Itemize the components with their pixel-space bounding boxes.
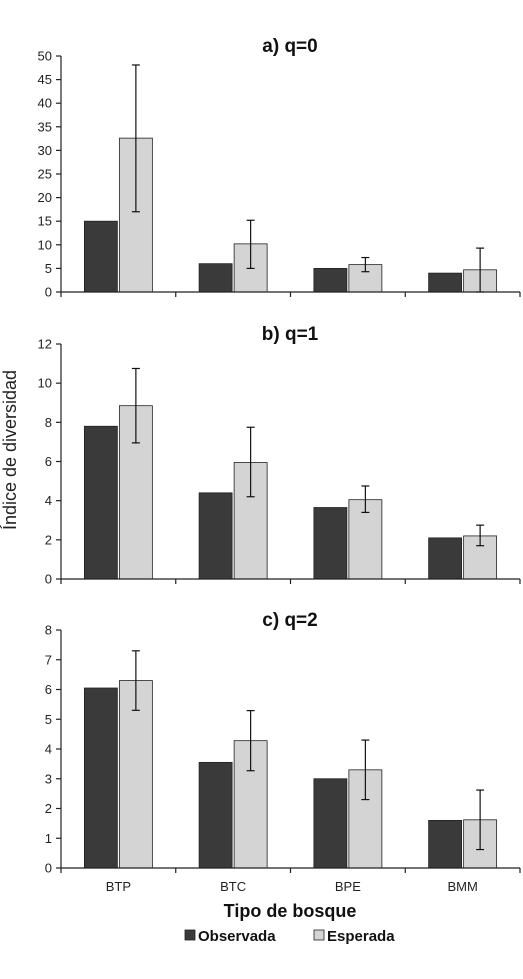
y-tick-label: 5 [45, 261, 52, 276]
y-tick-label: 12 [38, 337, 52, 352]
legend-label-observada: Observada [198, 928, 276, 945]
y-tick-label: 20 [38, 190, 52, 205]
bar-observada-btp [83, 687, 118, 869]
y-tick-label: 50 [38, 49, 52, 64]
bar-observada-bmm [428, 537, 463, 580]
y-tick-label: 6 [45, 682, 52, 697]
x-axis-label: Tipo de bosque [224, 901, 357, 921]
bar-observada-bmm [428, 820, 463, 869]
y-tick-label: 1 [45, 831, 52, 846]
legend-swatch-esperada [313, 929, 325, 941]
y-tick-label: 10 [38, 376, 52, 391]
y-tick-label: 0 [45, 572, 52, 587]
y-tick-label: 4 [45, 493, 52, 508]
panel-title: c) q=2 [262, 610, 317, 631]
bar-observada-btp [83, 425, 118, 580]
y-tick-label: 7 [45, 652, 52, 667]
x-tick-label-btc: BTC [220, 879, 246, 894]
bar-observada-btc [198, 263, 233, 293]
bar-observada-btp [83, 220, 118, 293]
bar-observada-bpe [313, 507, 348, 580]
x-tick-label-bpe: BPE [335, 879, 361, 894]
panel-2: b) q=1 0 2 4 6 8 10 12 [38, 324, 521, 587]
y-tick-label: 40 [38, 96, 52, 111]
legend-swatch-observada [184, 929, 196, 941]
y-tick-label: 10 [38, 237, 52, 252]
bar-esperada-btp [118, 680, 153, 869]
y-tick-label: 15 [38, 214, 52, 229]
y-tick-label: 8 [45, 415, 52, 430]
y-tick-label: 2 [45, 801, 52, 816]
panel-title: a) q=0 [262, 36, 317, 57]
y-tick-label: 25 [38, 167, 52, 182]
panel-title: b) q=1 [262, 324, 319, 345]
y-tick-label: 8 [45, 623, 52, 638]
x-tick-label-bmm: BMM [447, 879, 477, 894]
y-tick-label: 30 [38, 143, 52, 158]
y-axis-label: Índice de diversidad [0, 370, 20, 530]
bar-observada-bmm [428, 272, 463, 293]
bar-observada-btc [198, 492, 233, 580]
y-tick-label: 3 [45, 771, 52, 786]
bar-observada-btc [198, 761, 233, 869]
legend: Observada Esperada [184, 928, 395, 945]
bar-observada-bpe [313, 778, 348, 869]
y-tick-label: 5 [45, 712, 52, 727]
y-tick-label: 0 [45, 285, 52, 300]
y-tick-label: 4 [45, 742, 52, 757]
bar-observada-bpe [313, 267, 348, 293]
y-tick-label: 2 [45, 532, 52, 547]
x-tick-label-btp: BTP [106, 879, 131, 894]
y-tick-label: 0 [45, 861, 52, 876]
y-tick-label: 35 [38, 119, 52, 134]
y-tick-label: 6 [45, 454, 52, 469]
panel-3: c) q=2 0 1 2 3 4 5 6 7 8 BTP BTC BPE BMM [45, 610, 521, 894]
panel-1: a) q=0 0 5 10 15 20 25 30 35 40 45 50 [38, 36, 521, 300]
y-tick-label: 45 [38, 72, 52, 87]
legend-label-esperada: Esperada [327, 928, 395, 945]
